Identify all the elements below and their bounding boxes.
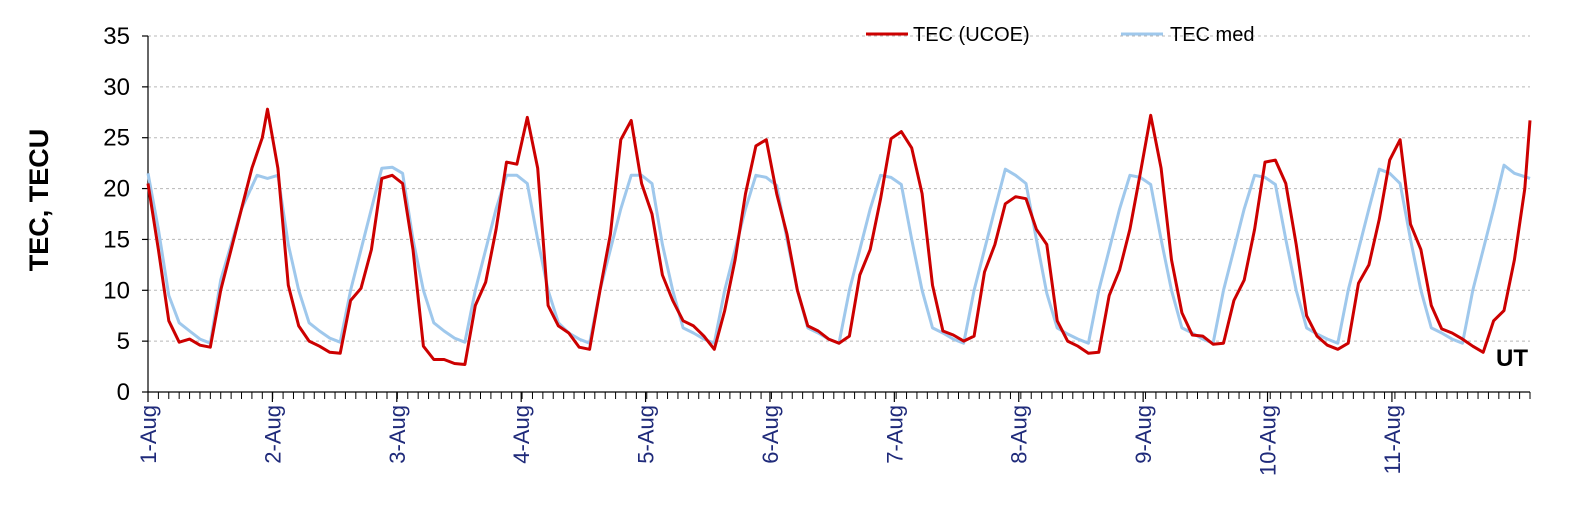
series-line-tec-med bbox=[146, 163, 1531, 345]
y-axis-title: TEC, TECU bbox=[24, 129, 54, 272]
y-tick-labels: 0 5 10 15 20 25 30 35 bbox=[103, 23, 148, 406]
x-minor-ticks bbox=[147, 392, 1531, 399]
x-tick-label: 1-Aug bbox=[136, 405, 161, 464]
series-line-tec-ucoe bbox=[146, 107, 1532, 366]
x-tick-label: 4-Aug bbox=[509, 405, 534, 464]
legend-label-tec-med: TEC med bbox=[1170, 24, 1254, 46]
x-tick-labels: 1-Aug 2-Aug 3-Aug 4-Aug 5-Aug 6-Aug 7-Aug 8-Aug… bbox=[136, 392, 1405, 476]
x-axis-title: UT bbox=[1496, 345, 1528, 372]
x-tick-label: 2-Aug bbox=[260, 405, 285, 464]
x-tick-label: 8-Aug bbox=[1007, 405, 1032, 464]
gridlines bbox=[148, 35, 1530, 342]
y-tick-label: 0 bbox=[117, 379, 130, 406]
x-tick-label: 6-Aug bbox=[758, 405, 783, 464]
y-tick-label: 15 bbox=[103, 226, 130, 253]
axes bbox=[147, 36, 1530, 393]
y-tick-label: 25 bbox=[103, 125, 130, 152]
y-tick-label: 30 bbox=[103, 74, 130, 101]
y-tick-label: 5 bbox=[117, 328, 130, 355]
y-tick-label: 20 bbox=[103, 176, 130, 203]
x-tick-label: 7-Aug bbox=[882, 405, 907, 464]
x-tick-label: 5-Aug bbox=[634, 405, 659, 464]
x-tick-label: 10-Aug bbox=[1256, 405, 1281, 476]
y-tick-label: 35 bbox=[103, 23, 130, 50]
y-tick-label: 10 bbox=[103, 277, 130, 304]
legend-label-tec-ucoe: TEC (UCOE) bbox=[913, 24, 1030, 46]
x-tick-label: 11-Aug bbox=[1380, 405, 1405, 474]
x-tick-label: 9-Aug bbox=[1131, 405, 1156, 464]
series-lines bbox=[146, 107, 1532, 366]
x-tick-label: 3-Aug bbox=[385, 405, 410, 464]
legend: TEC (UCOE) TEC med bbox=[866, 24, 1254, 46]
